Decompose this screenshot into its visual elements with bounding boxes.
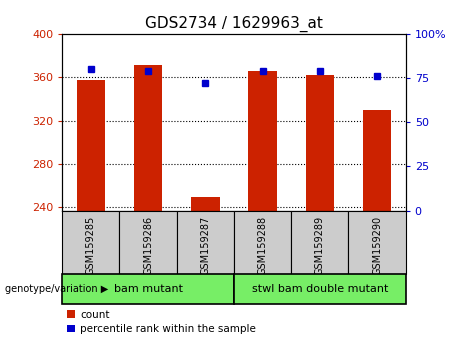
Bar [363, 110, 391, 211]
Title: GDS2734 / 1629963_at: GDS2734 / 1629963_at [145, 16, 323, 32]
Legend: count, percentile rank within the sample: count, percentile rank within the sample [67, 310, 256, 334]
Text: GSM159286: GSM159286 [143, 216, 153, 275]
Text: GSM159288: GSM159288 [258, 216, 267, 275]
Text: GSM159287: GSM159287 [201, 216, 210, 275]
Bar [248, 70, 277, 211]
Text: GSM159289: GSM159289 [315, 216, 325, 275]
Bar [349, 211, 406, 274]
Text: stwl bam double mutant: stwl bam double mutant [252, 284, 388, 295]
Bar [234, 274, 406, 304]
Bar [177, 211, 234, 274]
Bar [306, 75, 334, 211]
Bar [119, 211, 177, 274]
Bar [291, 211, 349, 274]
Bar [191, 196, 219, 211]
Text: bam mutant: bam mutant [113, 284, 183, 295]
Bar [62, 274, 234, 304]
Text: genotype/variation ▶: genotype/variation ▶ [5, 284, 108, 295]
Text: GSM159290: GSM159290 [372, 216, 382, 275]
Bar [62, 211, 119, 274]
Bar [77, 80, 105, 211]
Text: GSM159285: GSM159285 [86, 216, 96, 275]
Bar [234, 211, 291, 274]
Bar [134, 65, 162, 211]
